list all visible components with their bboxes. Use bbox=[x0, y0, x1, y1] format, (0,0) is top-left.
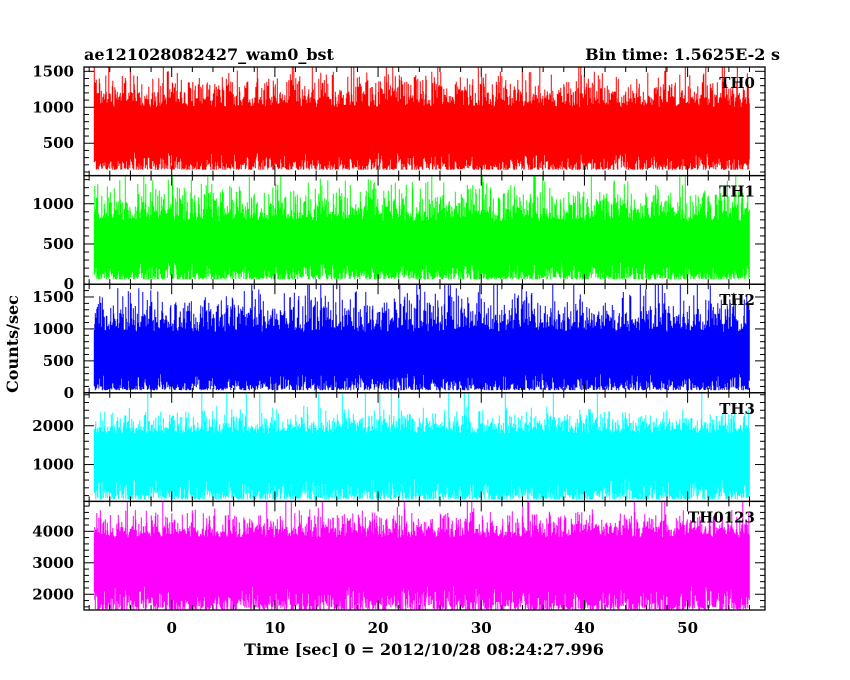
bin-time-label: Bin time: 1.5625E-2 s bbox=[585, 45, 780, 64]
panel-frame bbox=[83, 500, 766, 611]
panel-th1: 0 500 1000 TH1 bbox=[32, 174, 766, 293]
y-tick-label: 500 bbox=[43, 352, 74, 370]
series-label-th1: TH1 bbox=[719, 183, 755, 201]
chart-title: ae121028082427_wam0_bst bbox=[84, 45, 335, 64]
x-axis-label: Time [sec] 0 = 2012/10/28 08:24:27.996 bbox=[244, 640, 604, 659]
series-th0-trace bbox=[93, 67, 750, 170]
y-tick-label: 1000 bbox=[32, 456, 74, 474]
y-tick-label: 500 bbox=[43, 134, 74, 152]
panel-th0: 500 1000 1500 TH0 bbox=[32, 62, 766, 177]
panel-th3: 1000 2000 TH3 bbox=[32, 392, 766, 503]
x-tick-label: 40 bbox=[574, 619, 595, 637]
y-tick-label: 4000 bbox=[32, 522, 74, 540]
y-tick-label: 1500 bbox=[32, 288, 74, 306]
y-tick-label: 2000 bbox=[32, 585, 74, 603]
y-axis-label: Counts/sec bbox=[3, 295, 22, 393]
panels: 500 1000 1500 TH0 0 500 1000 TH1 0 500 1000 1500 TH2… bbox=[32, 62, 766, 611]
series-th1-trace bbox=[93, 175, 750, 280]
x-tick-label: 10 bbox=[264, 619, 285, 637]
y-tick-label: 0 bbox=[64, 275, 74, 293]
series-label-th0: TH0 bbox=[719, 74, 755, 92]
x-tick-label: 30 bbox=[471, 619, 492, 637]
series-th2-trace bbox=[93, 284, 750, 391]
y-tick-label: 0 bbox=[64, 384, 74, 402]
series-label-th2: TH2 bbox=[719, 291, 755, 309]
y-tick-label: 1000 bbox=[32, 98, 74, 116]
y-tick-label: 1000 bbox=[32, 195, 74, 213]
y-tick-label: 1500 bbox=[32, 62, 74, 80]
series-label-th0123: TH0123 bbox=[688, 508, 755, 526]
panel-th0123: 2000 3000 4000 TH0123 bbox=[32, 500, 766, 611]
panel-th2: 0 500 1000 1500 TH2 bbox=[32, 283, 766, 402]
x-tick-label: 20 bbox=[368, 619, 389, 637]
series-th0123-trace bbox=[93, 501, 750, 610]
x-axis: 0 10 20 30 40 50 bbox=[166, 619, 698, 637]
series-label-th3: TH3 bbox=[719, 400, 755, 418]
x-tick-label: 50 bbox=[677, 619, 698, 637]
series-th3-trace bbox=[93, 392, 750, 500]
y-tick-label: 2000 bbox=[32, 417, 74, 435]
y-tick-label: 1000 bbox=[32, 320, 74, 338]
x-tick-label: 0 bbox=[166, 619, 176, 637]
y-tick-label: 500 bbox=[43, 235, 74, 253]
y-tick-label: 3000 bbox=[32, 554, 74, 572]
